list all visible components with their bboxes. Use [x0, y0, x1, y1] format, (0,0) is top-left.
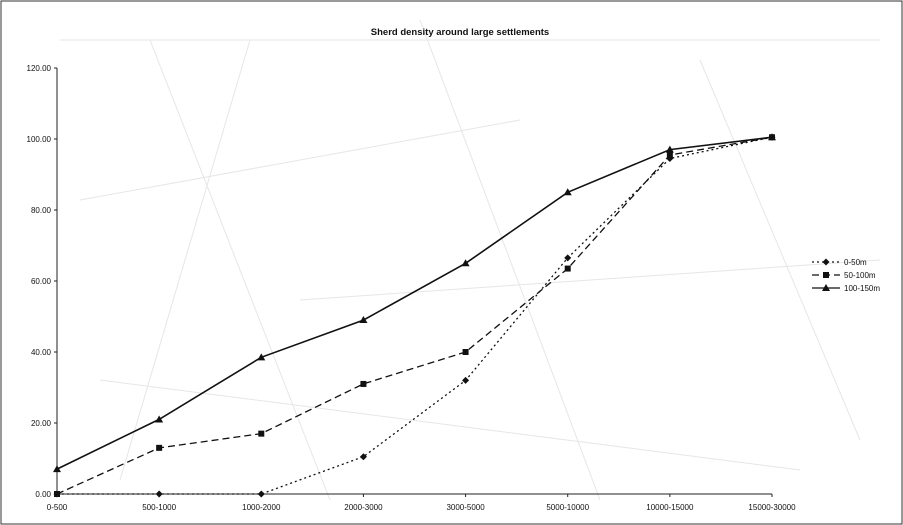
- legend-label: 0-50m: [844, 258, 867, 267]
- series-line: [56, 136, 773, 470]
- data-point: [564, 254, 572, 262]
- y-tick-label: 80.00: [31, 206, 52, 215]
- x-tick-label: 2000-3000: [344, 503, 383, 512]
- data-point: [359, 316, 368, 324]
- data-point: [461, 259, 470, 267]
- x-tick-label: 3000-5000: [446, 503, 485, 512]
- y-tick-label: 60.00: [31, 277, 52, 286]
- data-point: [53, 465, 61, 473]
- legend: 0-50m 50-100m 100-150m: [812, 258, 880, 293]
- x-tick-label: 10000-15000: [646, 503, 694, 512]
- x-tick-label: 15000-30000: [748, 503, 796, 512]
- data-point: [257, 353, 266, 361]
- x-tick-label: 500-1000: [142, 503, 176, 512]
- data-point: [462, 349, 469, 355]
- y-tick-label: 100.00: [27, 135, 52, 144]
- data-point: [156, 444, 163, 451]
- data-point: [666, 151, 673, 158]
- y-tick-label: 120.00: [27, 64, 52, 73]
- y-tick-label: 0.00: [35, 490, 51, 499]
- background-map-texture: [60, 19, 881, 501]
- legend-label: 50-100m: [844, 271, 876, 280]
- x-tick-label: 1000-2000: [242, 503, 281, 512]
- legend-swatch-marker: [822, 258, 830, 266]
- data-point: [665, 145, 674, 153]
- legend-swatch-marker: [822, 284, 830, 291]
- x-tick-label: 5000-10000: [546, 503, 589, 512]
- y-tick-label: 40.00: [31, 348, 52, 357]
- data-point: [155, 490, 163, 498]
- series-100-150m: [53, 133, 776, 473]
- y-tick-label: 20.00: [31, 419, 52, 428]
- data-point: [155, 415, 164, 423]
- data-point: [257, 490, 265, 498]
- data-point: [258, 430, 265, 437]
- chart-title: Sherd density around large settlements: [371, 27, 549, 38]
- data-point: [563, 188, 572, 196]
- series-line: [56, 136, 773, 495]
- series-group: [53, 133, 776, 498]
- data-point: [54, 491, 60, 497]
- data-point: [768, 133, 776, 141]
- data-point: [564, 265, 571, 272]
- data-point: [462, 376, 470, 384]
- legend-swatch-marker: [823, 272, 829, 278]
- series-line: [57, 136, 773, 495]
- data-point: [360, 380, 367, 387]
- data-point: [359, 453, 367, 461]
- x-tick-label: 0-500: [47, 503, 68, 512]
- legend-label: 100-150m: [844, 284, 880, 293]
- axes: 0.00 20.00 40.00 60.00 80.00 100.00 120.00 0-50…: [27, 64, 797, 512]
